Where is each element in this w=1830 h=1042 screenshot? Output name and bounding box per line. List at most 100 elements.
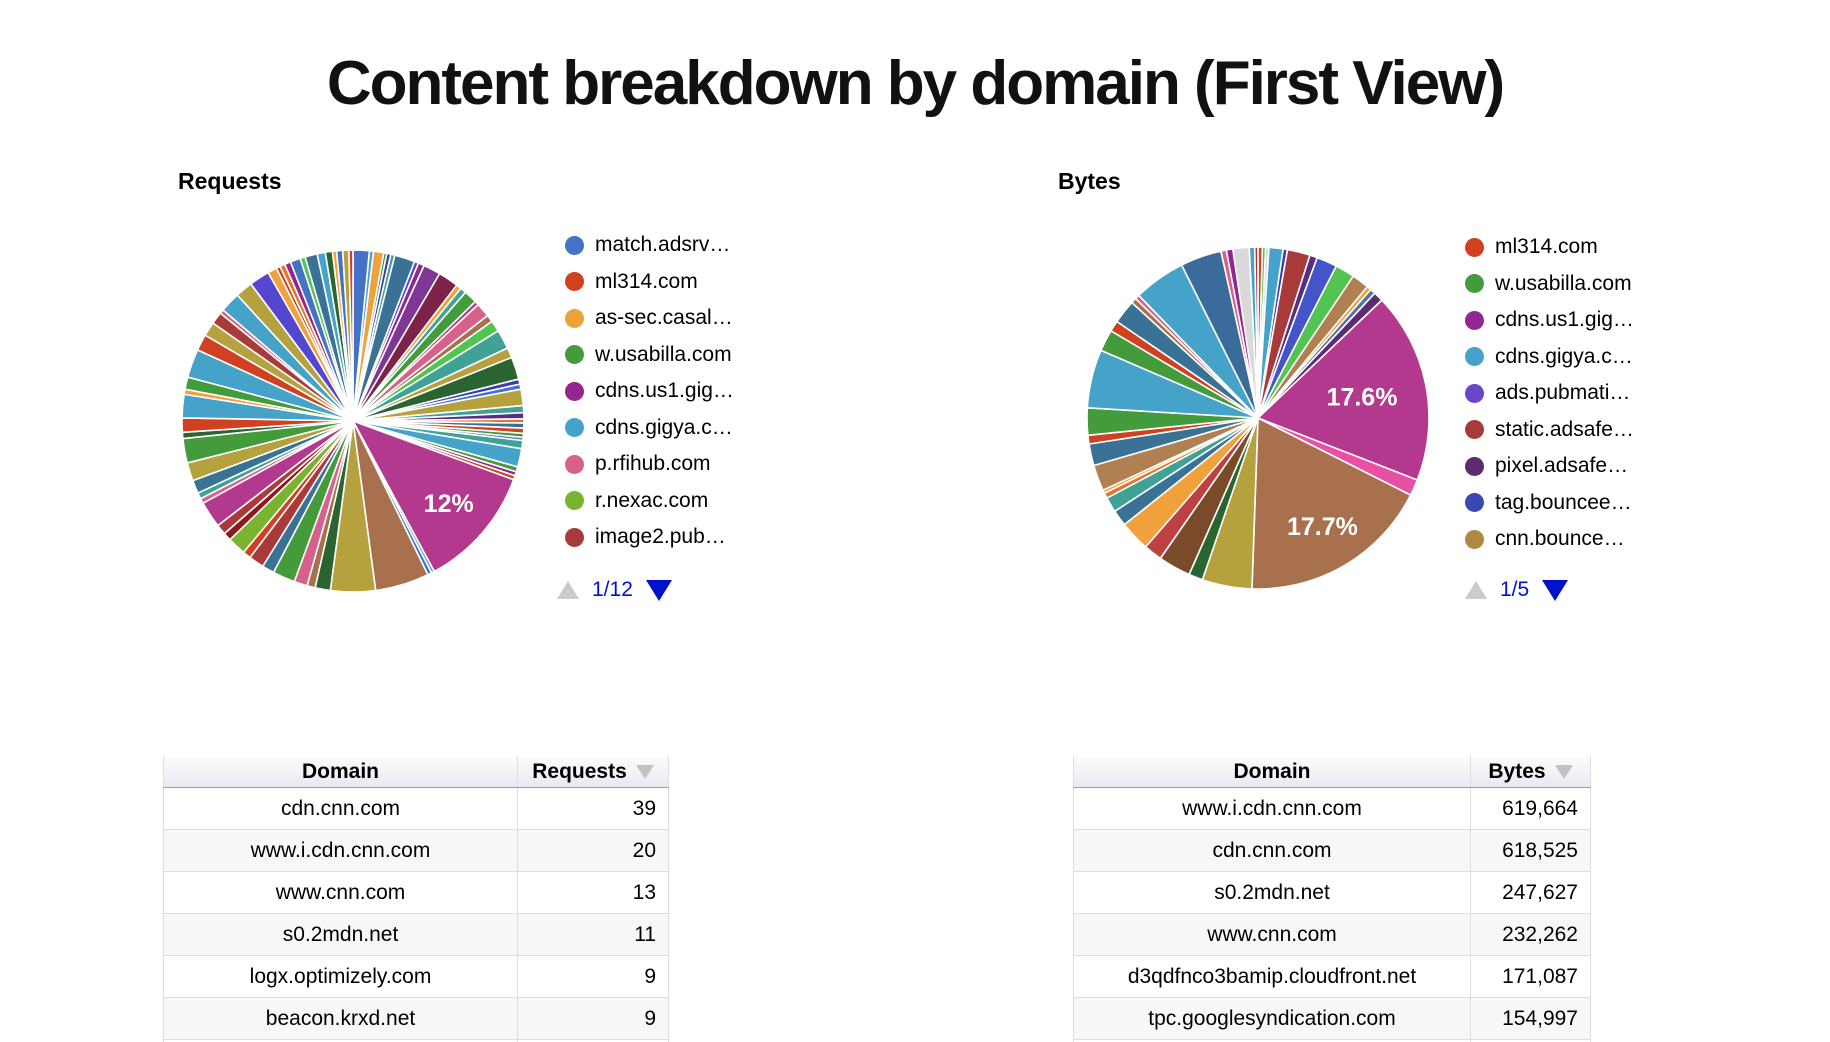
legend-item-label: ml314.com (595, 269, 698, 293)
domain-cell: s0.2mdn.net (163, 913, 518, 956)
legend-item-label: ml314.com (1495, 235, 1598, 259)
bytes-pie-chart[interactable]: 17.6% 17.7% (1078, 238, 1438, 598)
requests-table: Domain Requests cdn.cnn.com 39 www.i.cdn.c… (163, 756, 669, 1042)
legend-item-label: pixel.adsafe… (1495, 454, 1629, 478)
domain-column-header[interactable]: Domain (163, 756, 518, 788)
legend-item[interactable]: cdns.gigya.c… (565, 410, 734, 447)
requests-legend-pager: 1/12 (557, 578, 672, 602)
legend-prev-page-icon[interactable] (1465, 581, 1487, 599)
value-cell: 9 (517, 997, 669, 1040)
legend-item[interactable]: w.usabilla.com (565, 337, 734, 374)
pie-slice-percent-label: 12% (424, 490, 474, 518)
requests-pie-chart[interactable]: 12% (173, 241, 533, 601)
bytes-header-label: Bytes (1488, 759, 1546, 783)
pie-slice[interactable] (1253, 246, 1259, 419)
legend-item-label: match.adsrv… (595, 233, 731, 257)
domain-header-label: Domain (1233, 759, 1311, 783)
domain-column-header[interactable]: Domain (1073, 756, 1471, 788)
legend-item-label: cnn.bounce… (1495, 527, 1625, 551)
legend-item-label: static.adsafe… (1495, 417, 1634, 441)
legend-color-dot-icon (1465, 310, 1484, 330)
table-row: cdn.cnn.com 618,525 (1073, 829, 1591, 872)
legend-item[interactable]: pixel.adsafe… (1465, 448, 1634, 485)
pie-slice[interactable] (352, 420, 515, 573)
legend-item[interactable]: match.adsrv… (565, 227, 734, 264)
legend-color-dot-icon (1465, 493, 1484, 513)
page-title: Content breakdown by domain (First View) (326, 48, 1505, 118)
domain-cell: www.i.cdn.cnn.com (1073, 787, 1471, 830)
legend-color-dot-icon (565, 272, 584, 292)
legend-item[interactable]: cnn.bounce… (1465, 521, 1634, 558)
legend-color-dot-icon (565, 491, 584, 511)
legend-color-dot-icon (565, 454, 584, 474)
table-row: www.i.cdn.cnn.com 619,664 (1073, 787, 1591, 830)
legend-item[interactable]: r.nexac.com (565, 483, 734, 520)
legend-item-label: ads.pubmati… (1495, 381, 1631, 405)
legend-item[interactable]: ml314.com (565, 264, 734, 301)
legend-item[interactable]: cdns.us1.gig… (565, 373, 734, 410)
legend-item-label: cdns.gigya.c… (595, 415, 733, 439)
legend-prev-page-icon[interactable] (557, 581, 579, 599)
domain-cell: s0.2mdn.net (1073, 871, 1471, 914)
table-row-partial (163, 1039, 669, 1042)
value-cell: 13 (517, 871, 669, 914)
requests-chart-heading: Requests (178, 168, 282, 194)
legend-page-indicator: 1/12 (592, 578, 633, 601)
table-row: www.cnn.com 232,262 (1073, 913, 1591, 956)
legend-item[interactable]: ads.pubmati… (1465, 375, 1634, 412)
legend-item[interactable]: w.usabilla.com (1465, 266, 1634, 303)
legend-item[interactable]: tag.bouncee… (1465, 485, 1634, 522)
pie-slice[interactable] (348, 249, 354, 422)
legend-item-label: tag.bouncee… (1495, 490, 1632, 514)
legend-item[interactable]: static.adsafe… (1465, 412, 1634, 449)
legend-next-page-icon[interactable] (1542, 579, 1569, 601)
legend-item[interactable]: ml314.com (1465, 229, 1634, 266)
sort-desc-icon (1554, 764, 1573, 779)
domain-cell: cdn.cnn.com (163, 787, 518, 830)
value-cell: 9 (517, 955, 669, 998)
value-cell: 11 (517, 913, 669, 956)
legend-color-dot-icon (1465, 274, 1484, 294)
legend-color-dot-icon (565, 308, 584, 328)
value-cell (517, 1039, 669, 1042)
value-cell: 39 (517, 787, 669, 830)
table-row: logx.optimizely.com 9 (163, 955, 669, 998)
value-cell: 20 (517, 829, 669, 872)
legend-item[interactable]: cdns.us1.gig… (1465, 302, 1634, 339)
legend-color-dot-icon (565, 345, 584, 365)
legend-item[interactable]: image2.pub… (565, 519, 734, 556)
value-cell: 247,627 (1470, 871, 1591, 914)
requests-header-label: Requests (532, 759, 627, 783)
legend-item[interactable]: p.rfihub.com (565, 446, 734, 483)
legend-color-dot-icon (565, 235, 584, 255)
pie-slice[interactable] (1257, 299, 1430, 481)
legend-item[interactable]: as-sec.casal… (565, 300, 734, 337)
legend-color-dot-icon (1465, 420, 1484, 440)
table-row: www.cnn.com 13 (163, 871, 669, 914)
legend-item-label: w.usabilla.com (595, 342, 732, 366)
table-row: beacon.krxd.net 9 (163, 997, 669, 1040)
pie-slice-percent-label: 17.7% (1287, 513, 1358, 541)
requests-column-header[interactable]: Requests (517, 756, 669, 788)
value-cell: 619,664 (1470, 787, 1591, 830)
table-row: tpc.googlesyndication.com 154,997 (1073, 997, 1591, 1040)
legend-item-label: p.rfihub.com (595, 452, 711, 476)
bytes-legend: ml314.com w.usabilla.com cdns.us1.gig… cdns… (1465, 229, 1634, 558)
table-header-row: Domain Bytes (1073, 756, 1591, 788)
bytes-column-header[interactable]: Bytes (1470, 756, 1591, 788)
value-cell (1470, 1039, 1591, 1042)
legend-item-label: cdns.us1.gig… (1495, 308, 1634, 332)
bytes-table: Domain Bytes www.i.cdn.cnn.com 619,664 cdn… (1073, 756, 1591, 1042)
sort-desc-icon (635, 764, 654, 779)
domain-header-label: Domain (301, 759, 379, 783)
value-cell: 232,262 (1470, 913, 1591, 956)
table-row: cdn.cnn.com 39 (163, 787, 669, 830)
domain-cell: cdn.cnn.com (1073, 829, 1471, 872)
bytes-chart-heading: Bytes (1058, 168, 1121, 194)
legend-item-label: w.usabilla.com (1495, 271, 1632, 295)
legend-next-page-icon[interactable] (645, 579, 672, 601)
pie-slice[interactable] (1251, 417, 1412, 590)
table-row: d3qdfnco3bamip.cloudfront.net 171,087 (1073, 955, 1591, 998)
legend-item[interactable]: cdns.gigya.c… (1465, 339, 1634, 376)
